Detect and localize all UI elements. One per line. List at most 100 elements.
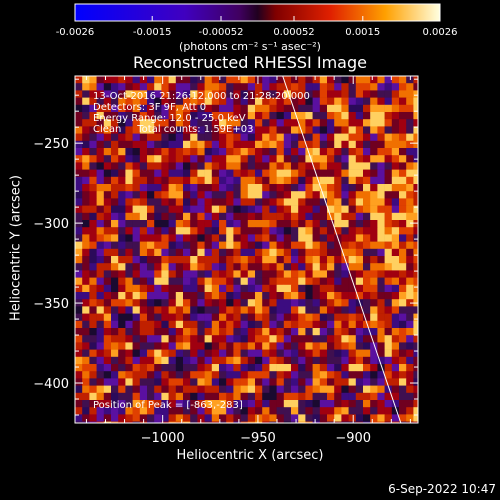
heatmap-cell bbox=[240, 148, 249, 156]
heatmap-cell bbox=[240, 162, 249, 170]
heatmap-cell bbox=[82, 292, 90, 300]
heatmap-cell bbox=[334, 176, 342, 185]
x-axis-label: Heliocentric X (arcsec) bbox=[176, 448, 324, 463]
heatmap-cell bbox=[89, 205, 97, 214]
heatmap-cell bbox=[327, 220, 335, 228]
heatmap-cell bbox=[384, 126, 393, 134]
heatmap-cell bbox=[312, 299, 321, 307]
heatmap-cell bbox=[139, 162, 148, 170]
heatmap-cell bbox=[377, 263, 385, 271]
heatmap-cell bbox=[175, 407, 184, 415]
heatmap-cell bbox=[168, 76, 177, 84]
heatmap-cell bbox=[240, 299, 249, 307]
heatmap-cell bbox=[262, 414, 270, 422]
heatmap-cell bbox=[406, 227, 414, 235]
heatmap-cell bbox=[384, 83, 393, 91]
heatmap-cell bbox=[233, 263, 241, 271]
heatmap-cell bbox=[283, 133, 292, 142]
heatmap-cell bbox=[168, 400, 177, 408]
heatmap-cell bbox=[161, 140, 169, 149]
heatmap-cell bbox=[175, 155, 184, 163]
heatmap-cell bbox=[190, 83, 198, 91]
heatmap-cell bbox=[262, 176, 270, 185]
heatmap-cell bbox=[204, 104, 213, 113]
heatmap-cell bbox=[348, 212, 357, 221]
heatmap-cell bbox=[377, 169, 385, 178]
heatmap-cell bbox=[233, 342, 241, 350]
heatmap-cell bbox=[406, 349, 414, 358]
heatmap-cell bbox=[341, 292, 349, 300]
heatmap-cell bbox=[125, 270, 133, 278]
heatmap-cell bbox=[283, 328, 292, 336]
heatmap-cell bbox=[89, 392, 97, 401]
heatmap-cell bbox=[211, 378, 220, 386]
heatmap-cell bbox=[103, 119, 112, 127]
heatmap-cell bbox=[118, 400, 126, 408]
heatmap-cell bbox=[204, 220, 213, 228]
heatmap-cell bbox=[298, 97, 306, 106]
heatmap-cell bbox=[291, 205, 299, 214]
heatmap-cell bbox=[154, 385, 162, 394]
heatmap-cell bbox=[89, 234, 97, 242]
heatmap-cell bbox=[103, 270, 112, 278]
heatmap-cell bbox=[132, 97, 141, 106]
heatmap-cell bbox=[327, 104, 335, 113]
heatmap-cell bbox=[319, 169, 328, 178]
heatmap-cell bbox=[161, 162, 169, 170]
heatmap-cell bbox=[219, 256, 227, 264]
heatmap-cell bbox=[211, 248, 220, 257]
heatmap-cell bbox=[190, 155, 198, 163]
heatmap-cell bbox=[312, 320, 321, 329]
heatmap-cell bbox=[312, 112, 321, 120]
heatmap-cell bbox=[312, 270, 321, 278]
heatmap-cell bbox=[190, 220, 198, 228]
heatmap-cell bbox=[204, 162, 213, 170]
heatmap-cell bbox=[204, 90, 213, 98]
heatmap-cell bbox=[132, 328, 141, 336]
heatmap-cell bbox=[161, 328, 169, 336]
heatmap-cell bbox=[154, 342, 162, 350]
heatmap-cell bbox=[283, 263, 292, 271]
heatmap-cell bbox=[399, 371, 407, 379]
heatmap-cell bbox=[355, 328, 364, 336]
heatmap-cell bbox=[377, 407, 385, 415]
heatmap-cell bbox=[377, 284, 385, 293]
heatmap-cell bbox=[240, 385, 249, 394]
heatmap-cell bbox=[341, 414, 349, 422]
heatmap-cell bbox=[82, 335, 90, 343]
heatmap-cell bbox=[276, 97, 285, 106]
heatmap-cell bbox=[147, 313, 155, 322]
heatmap-cell bbox=[168, 299, 177, 307]
heatmap-cell bbox=[118, 241, 126, 250]
heatmap-cell bbox=[298, 155, 306, 163]
heatmap-cell bbox=[89, 277, 97, 286]
heatmap-cell bbox=[139, 140, 148, 149]
heatmap-cell bbox=[132, 241, 141, 250]
heatmap-cell bbox=[363, 140, 371, 149]
heatmap-cell bbox=[96, 284, 105, 293]
heatmap-cell bbox=[399, 76, 407, 84]
heatmap-cell bbox=[348, 126, 357, 134]
heatmap-cell bbox=[283, 198, 292, 206]
heatmap-cell bbox=[370, 148, 378, 156]
heatmap-cell bbox=[125, 212, 133, 221]
heatmap-cell bbox=[240, 392, 249, 401]
heatmap-cell bbox=[168, 364, 177, 372]
heatmap-cell bbox=[147, 176, 155, 185]
heatmap-cell bbox=[283, 292, 292, 300]
heatmap-cell bbox=[276, 407, 285, 415]
heatmap-cell bbox=[255, 335, 263, 343]
heatmap-cell bbox=[240, 400, 249, 408]
heatmap-cell bbox=[132, 284, 141, 293]
heatmap-cell bbox=[255, 176, 263, 185]
heatmap-cell bbox=[363, 385, 371, 394]
heatmap-cell bbox=[298, 421, 306, 423]
heatmap-cell bbox=[276, 119, 285, 127]
heatmap-cell bbox=[82, 220, 90, 228]
heatmap-cell bbox=[305, 119, 313, 127]
heatmap-cell bbox=[384, 90, 393, 98]
heatmap-cell bbox=[319, 378, 328, 386]
heatmap-cell bbox=[370, 292, 378, 300]
heatmap-cell bbox=[154, 169, 162, 178]
heatmap-cell bbox=[391, 155, 400, 163]
